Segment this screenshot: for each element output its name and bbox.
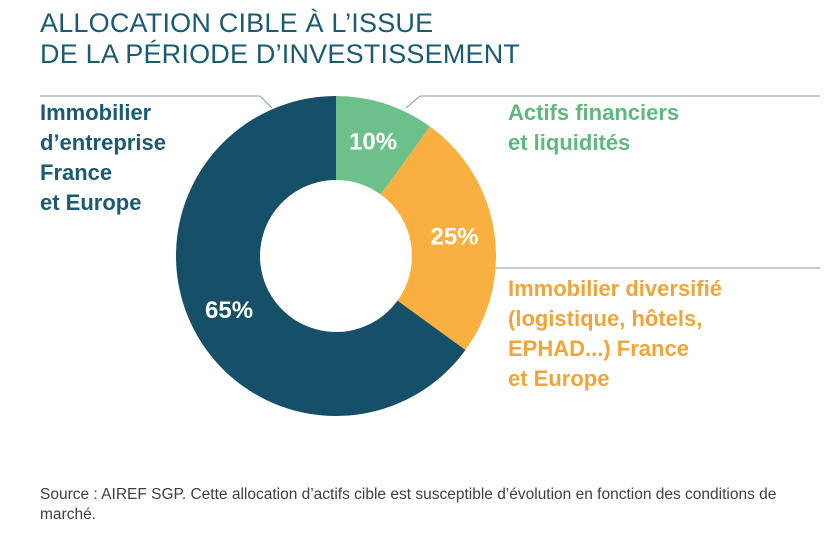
slice-value-labels: 10% 25% 65% bbox=[205, 128, 478, 324]
legend-label-line: France bbox=[40, 160, 113, 185]
legend-label-line: et Europe bbox=[508, 366, 610, 391]
leader-line bbox=[40, 95, 273, 109]
leader-line bbox=[405, 95, 820, 109]
legend-label-line: d’entreprise bbox=[40, 130, 166, 155]
legend-label-line: et liquidités bbox=[508, 130, 631, 155]
donut-slices bbox=[175, 96, 497, 417]
chart-title-line-1: ALLOCATION CIBLE À L’ISSUE bbox=[40, 8, 434, 38]
legend-label-immobilier-entreprise: Immobilier d’entreprise France et Europe bbox=[40, 98, 166, 218]
slice-value-label: 10% bbox=[349, 128, 397, 155]
legend-label-line: Actifs financiers bbox=[508, 100, 680, 125]
source-note: Source : AIREF SGP. Cette allocation d’a… bbox=[40, 486, 777, 523]
slice-value-label: 65% bbox=[205, 297, 253, 324]
donut-slice bbox=[380, 126, 497, 351]
slice-value-label: 25% bbox=[430, 224, 478, 251]
legend-label-line: EPHAD...) France bbox=[508, 336, 689, 361]
chart-title: ALLOCATION CIBLE À L’ISSUE DE LA PÉRIODE… bbox=[40, 8, 520, 70]
chart-title-line-2: DE LA PÉRIODE D’INVESTISSEMENT bbox=[40, 39, 521, 69]
legend-label-line: et Europe bbox=[40, 190, 142, 215]
leader-lines bbox=[40, 95, 820, 269]
legend-label-immobilier-diversifie: Immobilier diversifié (logistique, hôtel… bbox=[508, 274, 722, 394]
donut-slice bbox=[336, 96, 431, 195]
donut-slice bbox=[175, 96, 466, 417]
legend-label-line: Immobilier diversifié bbox=[508, 276, 722, 301]
legend-label-line: (logistique, hôtels, bbox=[508, 306, 703, 331]
legend-label-line: Immobilier bbox=[40, 100, 152, 125]
legend-label-actifs-financiers: Actifs financiers et liquidités bbox=[508, 98, 679, 158]
